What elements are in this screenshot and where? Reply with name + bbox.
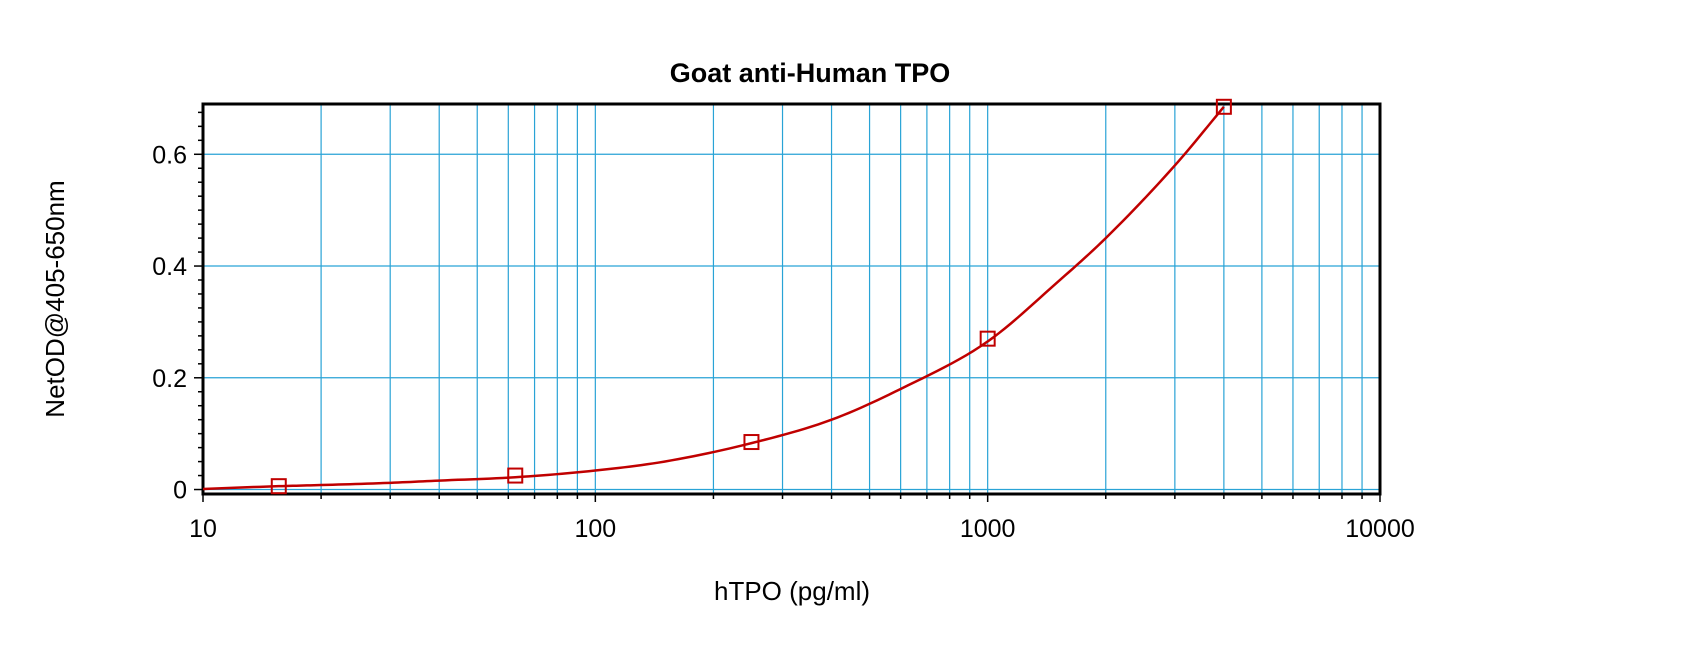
y-tick-label: 0 (173, 477, 187, 505)
data-point (270, 478, 287, 495)
y-tick-label: 0.2 (152, 365, 187, 393)
x-tick-label: 10000 (1345, 515, 1415, 543)
points-layer (270, 98, 1232, 495)
labels-layer: 10 100 1000 10000 0 0.2 0.4 0.6 (152, 141, 1415, 543)
chart-title: Goat anti-Human TPO (670, 58, 951, 88)
y-tick-label: 0.4 (152, 253, 187, 281)
y-axis-label: NetOD@405-650nm (40, 180, 70, 417)
x-axis-label: hTPO (pg/ml) (714, 576, 870, 606)
data-point (743, 434, 760, 451)
x-tick-label: 1000 (960, 515, 1016, 543)
data-point (1215, 98, 1232, 115)
data-point (507, 467, 524, 484)
fit-curve (202, 105, 1225, 491)
data-point (979, 330, 996, 347)
x-tick-label: 10 (189, 515, 217, 543)
plot-frame (201, 102, 1382, 496)
ticks-layer (194, 111, 1381, 502)
x-tick-label: 100 (574, 515, 616, 543)
grid-layer (203, 104, 1380, 494)
y-tick-label: 0.6 (152, 141, 187, 169)
